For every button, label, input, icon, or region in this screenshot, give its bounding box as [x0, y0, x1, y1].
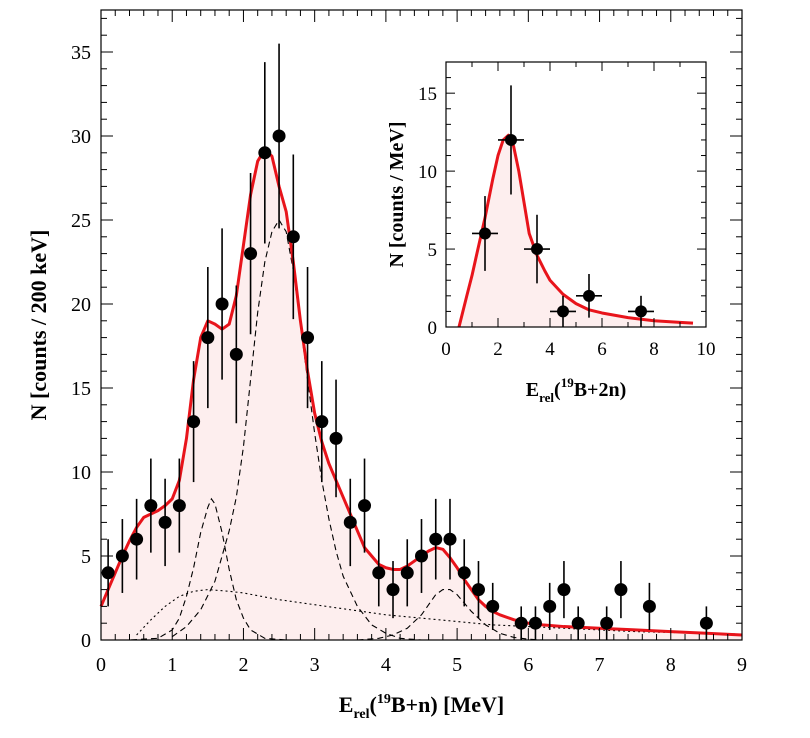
x-tick-label: 6 [597, 339, 607, 360]
data-point [429, 532, 443, 546]
data-point [172, 499, 186, 513]
x-tick-label: 1 [167, 654, 177, 676]
y-tick-label: 20 [71, 294, 91, 316]
fit-fill-area [101, 149, 742, 640]
x-tick-label: 7 [595, 654, 605, 676]
data-point [301, 331, 315, 345]
y-tick-label: 0 [81, 630, 91, 652]
data-point [614, 583, 628, 597]
data-point [315, 415, 329, 429]
y-axis-title: N [counts / MeV] [386, 121, 408, 267]
data-point [115, 549, 129, 563]
data-point [583, 289, 595, 302]
x-tick-label: 0 [96, 654, 106, 676]
plot-frame [100, 9, 743, 641]
data-point [571, 616, 585, 630]
data-point [400, 566, 414, 580]
x-tick-label: 0 [441, 339, 451, 360]
data-point [557, 583, 571, 597]
y-tick-label: 15 [71, 378, 91, 400]
x-tick-label: 4 [545, 339, 555, 360]
data-point [187, 415, 201, 429]
x-tick-label: 8 [649, 339, 659, 360]
data-point [358, 499, 372, 513]
y-tick-label: 25 [71, 210, 91, 232]
y-tick-label: 10 [71, 462, 91, 484]
y-tick-label: 35 [71, 42, 91, 64]
data-point [343, 515, 357, 529]
y-tick-label: 5 [81, 546, 91, 568]
x-tick-label: 9 [737, 654, 747, 676]
data-point [286, 230, 300, 244]
data-point [514, 616, 528, 630]
data-point [101, 566, 115, 580]
data-point [443, 532, 457, 546]
data-point [486, 599, 500, 613]
data-point [557, 305, 569, 318]
data-point [635, 305, 647, 318]
data-point [600, 616, 614, 630]
inset-plot: 0 2 4 6 8 10 0 5 10 15 Erel(19B+2n) N [counts / MeV… [386, 61, 716, 405]
data-point [386, 583, 400, 597]
y-tick-label: 30 [71, 126, 91, 148]
data-point [505, 133, 517, 146]
data-point [699, 616, 713, 630]
x-tick-label: 2 [238, 654, 248, 676]
data-point [272, 129, 286, 143]
data-point [215, 297, 229, 311]
data-point [457, 566, 471, 580]
data-point [479, 227, 491, 240]
y-tick-label: 0 [428, 318, 438, 339]
component-curve-dashed [171, 218, 422, 641]
data-point [329, 431, 343, 445]
x-tick-label: 5 [452, 654, 462, 676]
y-axis-title: N [counts / 200 keV] [26, 230, 51, 421]
x-tick-label: 2 [493, 339, 503, 360]
y-tick-label: 15 [418, 84, 437, 105]
x-axis-title: Erel(19B+n) [MeV] [339, 692, 504, 722]
data-point [543, 599, 557, 613]
data-point [144, 499, 158, 513]
x-tick-label: 3 [310, 654, 320, 676]
x-axis-title: Erel(19B+2n) [526, 375, 626, 405]
x-tick-label: 8 [666, 654, 676, 676]
data-point [415, 549, 428, 563]
y-tick-label: 5 [428, 240, 438, 261]
data-point [372, 566, 386, 580]
x-tick-label: 10 [697, 339, 716, 360]
data-point [528, 616, 542, 630]
data-point [201, 331, 215, 345]
y-tick-label: 10 [418, 162, 437, 183]
data-point [244, 247, 258, 261]
data-point [642, 599, 656, 613]
component-curve-dotted [136, 589, 743, 636]
data-point [158, 515, 172, 529]
fit-fill-area [459, 135, 693, 327]
x-tick-label: 6 [523, 654, 533, 676]
data-point [258, 146, 272, 160]
data-point [130, 532, 144, 546]
data-point [531, 243, 543, 256]
data-point [229, 347, 243, 361]
x-tick-label: 4 [381, 654, 391, 676]
data-point [471, 583, 485, 597]
